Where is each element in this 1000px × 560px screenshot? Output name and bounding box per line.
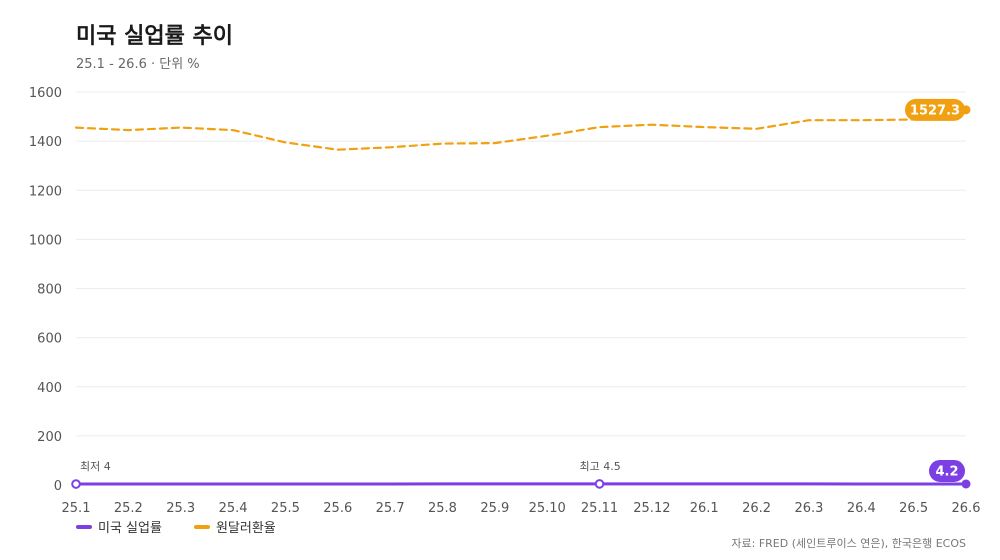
- legend-swatch-unemployment: [76, 524, 92, 529]
- chart-title: 미국 실업률 추이: [76, 24, 233, 49]
- annotations: 최저 4 최고 4.5: [71, 460, 621, 489]
- series-end-point-0[interactable]: [961, 479, 971, 489]
- x-tick-label: 26.3: [794, 501, 823, 516]
- series-end-label-0: 4.2: [935, 464, 958, 479]
- x-tick-label: 25.11: [581, 501, 618, 516]
- y-tick-label: 1000: [29, 233, 62, 248]
- gridlines: [76, 91, 966, 486]
- series-end-badge-1: [905, 98, 965, 121]
- source-note: 자료: FRED (세인트루이스 연은), 한국은행 ECOS: [731, 537, 966, 550]
- y-tick-label: 1400: [29, 135, 62, 150]
- x-tick-label: 25.5: [271, 501, 300, 516]
- x-tick-label: 26.2: [742, 501, 771, 516]
- legend-swatch-exchange-rate: [193, 524, 210, 529]
- x-tick-label: 26.5: [899, 501, 928, 516]
- legend-item-exchange-rate[interactable]: 원달러환율: [193, 517, 276, 536]
- series-end-badge-0: [929, 459, 965, 482]
- y-axis-ticks: 0 200 400 600 800 1000 1200 1400 1600: [29, 86, 62, 494]
- x-tick-label: 25.9: [480, 501, 509, 516]
- annotation-label: 최저 4: [80, 460, 111, 473]
- annotation-label: 최고 4.5: [580, 460, 621, 473]
- legend-label-unemployment: 미국 실업률: [98, 521, 162, 536]
- x-tick-label: 26.4: [847, 501, 876, 516]
- y-tick-label: 400: [37, 381, 62, 396]
- series-lines: 4.2 1527.3: [74, 98, 971, 489]
- legend-label-exchange-rate: 원달러환율: [215, 521, 276, 536]
- series-end-label-1: 1527.3: [910, 103, 960, 118]
- series-line-1[interactable]: [74, 108, 968, 151]
- legend: 미국 실업률 원달러환율: [76, 517, 276, 536]
- chart-subtitle: 25.1 - 26.6 · 단위 %: [76, 57, 200, 72]
- x-tick-label: 25.1: [62, 501, 91, 516]
- x-tick-label: 25.4: [219, 501, 248, 516]
- x-tick-label: 25.10: [529, 501, 566, 516]
- x-tick-label: 26.6: [952, 501, 981, 516]
- y-tick-label: 800: [37, 283, 62, 298]
- legend-item-unemployment[interactable]: 미국 실업률: [76, 517, 162, 536]
- x-tick-label: 25.3: [166, 501, 195, 516]
- y-tick-label: 200: [37, 430, 62, 445]
- y-tick-label: 0: [54, 479, 62, 494]
- x-tick-label: 25.8: [428, 501, 457, 516]
- y-tick-label: 1200: [29, 184, 62, 199]
- annotation-marker[interactable]: [594, 479, 605, 489]
- x-tick-label: 25.2: [114, 501, 143, 516]
- y-tick-label: 1600: [29, 86, 62, 101]
- x-tick-label: 25.12: [633, 501, 670, 516]
- x-axis-ticks: 25.1 25.2 25.3 25.4 25.5 25.6 25.7 25.8 25.9 25.1…: [62, 501, 981, 516]
- x-tick-label: 25.6: [323, 501, 352, 516]
- annotation-marker[interactable]: [71, 479, 81, 489]
- x-tick-label: 25.7: [376, 501, 405, 516]
- x-tick-label: 26.1: [690, 501, 719, 516]
- y-tick-label: 600: [37, 332, 62, 347]
